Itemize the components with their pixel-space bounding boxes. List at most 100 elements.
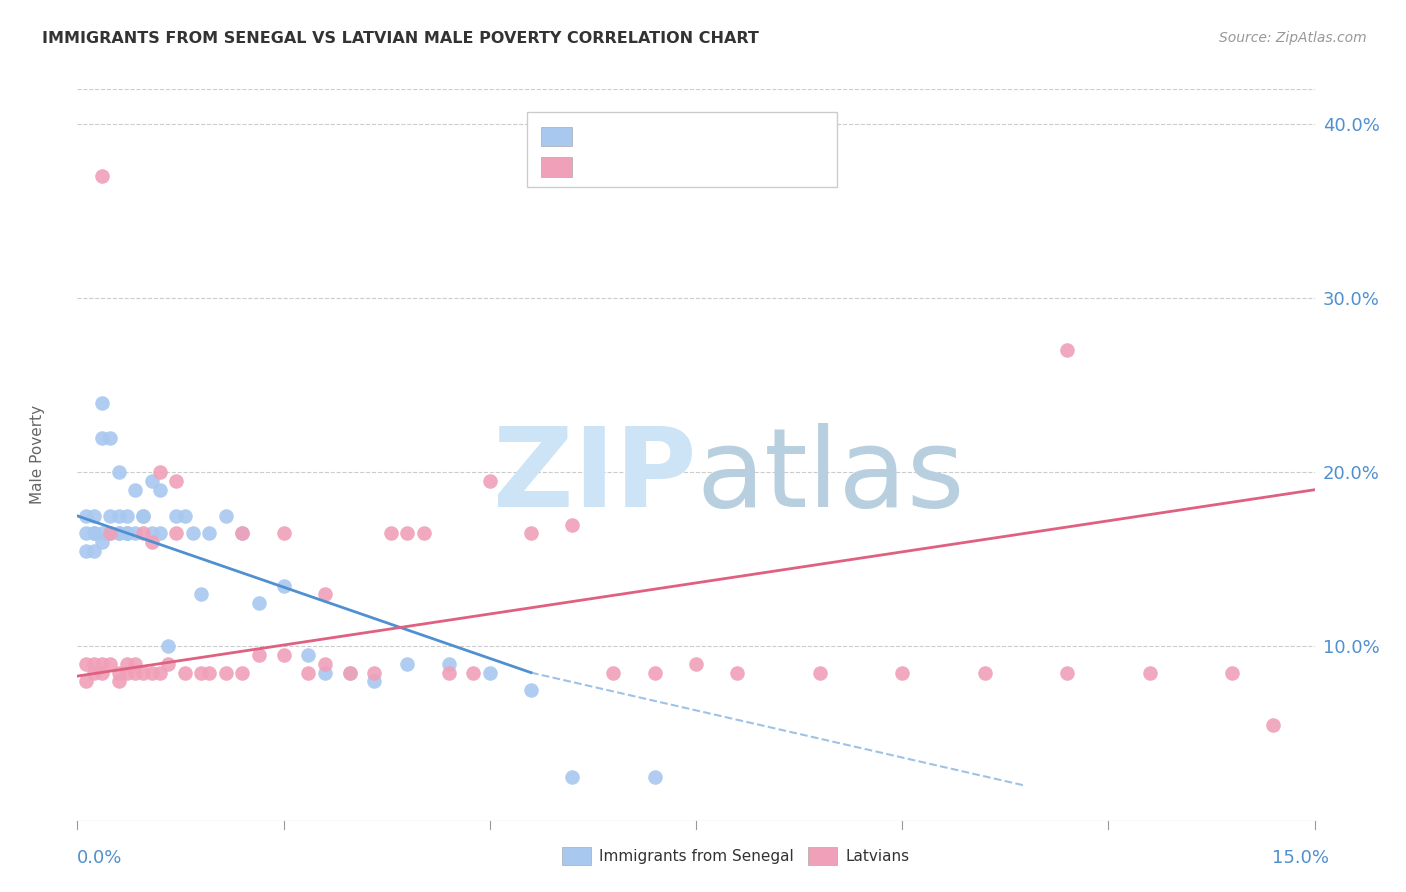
Point bbox=[314, 665, 336, 680]
Point bbox=[107, 526, 129, 541]
Point bbox=[157, 657, 180, 671]
Point bbox=[190, 587, 212, 601]
Text: 0.0%: 0.0% bbox=[77, 849, 122, 867]
Point bbox=[91, 430, 114, 444]
Text: R =: R = bbox=[583, 158, 620, 176]
Point bbox=[115, 665, 138, 680]
Point bbox=[98, 657, 121, 671]
Point bbox=[1056, 343, 1078, 358]
Point bbox=[973, 665, 995, 680]
Point bbox=[478, 665, 501, 680]
Point bbox=[98, 526, 121, 541]
Point bbox=[91, 657, 114, 671]
Point bbox=[1139, 665, 1161, 680]
Point bbox=[75, 526, 97, 541]
Point bbox=[215, 508, 238, 523]
Point bbox=[75, 674, 97, 689]
Point bbox=[98, 526, 121, 541]
Point bbox=[215, 665, 238, 680]
Point bbox=[141, 526, 163, 541]
Text: Source: ZipAtlas.com: Source: ZipAtlas.com bbox=[1219, 31, 1367, 45]
Point bbox=[314, 587, 336, 601]
Point bbox=[808, 665, 831, 680]
Point bbox=[157, 640, 180, 654]
Point bbox=[91, 169, 114, 184]
Text: Immigrants from Senegal: Immigrants from Senegal bbox=[599, 849, 794, 863]
Point bbox=[561, 517, 583, 532]
Point bbox=[83, 665, 105, 680]
Point bbox=[91, 526, 114, 541]
Point bbox=[141, 474, 163, 488]
Point bbox=[1263, 718, 1285, 732]
Point bbox=[98, 430, 121, 444]
Point bbox=[297, 665, 319, 680]
Point bbox=[685, 657, 707, 671]
Point bbox=[75, 508, 97, 523]
Point bbox=[1056, 665, 1078, 680]
Text: 58: 58 bbox=[741, 158, 763, 176]
Text: -0.365: -0.365 bbox=[626, 128, 685, 145]
Point bbox=[380, 526, 402, 541]
Point bbox=[725, 665, 748, 680]
Text: ZIP: ZIP bbox=[492, 424, 696, 531]
Point bbox=[231, 665, 253, 680]
Point bbox=[98, 508, 121, 523]
Text: Latvians: Latvians bbox=[845, 849, 910, 863]
Point bbox=[75, 657, 97, 671]
Point bbox=[91, 665, 114, 680]
Point bbox=[75, 543, 97, 558]
Text: 15.0%: 15.0% bbox=[1271, 849, 1329, 867]
Point bbox=[124, 526, 146, 541]
Point bbox=[91, 395, 114, 409]
Point bbox=[83, 526, 105, 541]
Point bbox=[91, 535, 114, 549]
Point bbox=[83, 526, 105, 541]
Point bbox=[132, 526, 155, 541]
Point bbox=[247, 648, 270, 663]
Point bbox=[520, 526, 543, 541]
Point bbox=[273, 648, 295, 663]
Point bbox=[83, 657, 105, 671]
Point bbox=[314, 657, 336, 671]
Text: 50: 50 bbox=[741, 128, 763, 145]
Point bbox=[124, 657, 146, 671]
Point bbox=[124, 483, 146, 497]
Point bbox=[644, 665, 666, 680]
Point bbox=[339, 665, 361, 680]
Text: atlas: atlas bbox=[696, 424, 965, 531]
Point bbox=[231, 526, 253, 541]
Point bbox=[437, 665, 460, 680]
Point bbox=[520, 683, 543, 698]
Point bbox=[190, 665, 212, 680]
Point bbox=[83, 543, 105, 558]
Point bbox=[478, 474, 501, 488]
Point bbox=[141, 535, 163, 549]
Point bbox=[363, 674, 385, 689]
Point bbox=[149, 483, 172, 497]
Point bbox=[115, 526, 138, 541]
Point bbox=[107, 674, 129, 689]
Point bbox=[363, 665, 385, 680]
Point bbox=[83, 508, 105, 523]
Text: Male Poverty: Male Poverty bbox=[31, 405, 45, 505]
Point bbox=[181, 526, 204, 541]
Point bbox=[412, 526, 434, 541]
Text: IMMIGRANTS FROM SENEGAL VS LATVIAN MALE POVERTY CORRELATION CHART: IMMIGRANTS FROM SENEGAL VS LATVIAN MALE … bbox=[42, 31, 759, 46]
Point bbox=[149, 665, 172, 680]
Point bbox=[115, 508, 138, 523]
Point bbox=[124, 665, 146, 680]
Text: R =: R = bbox=[583, 128, 620, 145]
Point bbox=[141, 665, 163, 680]
Point bbox=[396, 526, 419, 541]
Point bbox=[297, 648, 319, 663]
Text: N =: N = bbox=[696, 128, 744, 145]
Point bbox=[561, 770, 583, 784]
Point bbox=[891, 665, 914, 680]
Point bbox=[107, 466, 129, 480]
Point bbox=[198, 526, 221, 541]
Point bbox=[165, 474, 187, 488]
Point bbox=[165, 508, 187, 523]
Point bbox=[247, 596, 270, 610]
Point bbox=[132, 508, 155, 523]
Point bbox=[602, 665, 624, 680]
